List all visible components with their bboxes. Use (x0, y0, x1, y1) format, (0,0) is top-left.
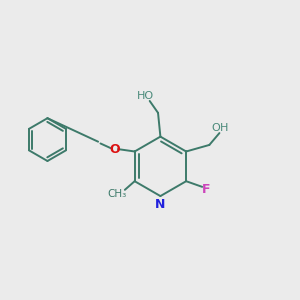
Text: H: H (219, 123, 228, 133)
Text: CH₃: CH₃ (108, 189, 127, 199)
Text: O: O (211, 123, 220, 133)
Text: O: O (109, 142, 120, 156)
Text: HO: HO (137, 91, 154, 101)
Text: N: N (154, 198, 165, 211)
Text: F: F (202, 183, 210, 196)
